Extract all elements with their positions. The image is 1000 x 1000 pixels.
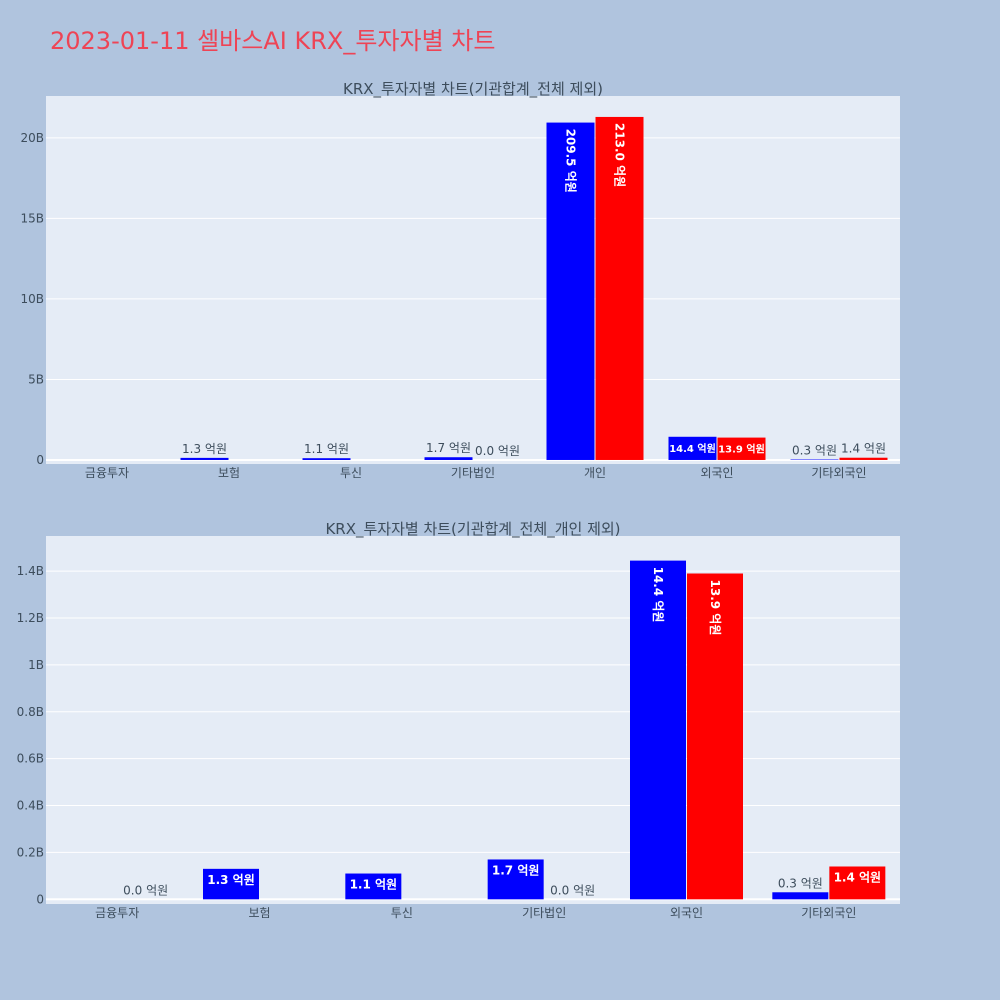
plot-area xyxy=(46,536,900,904)
data-label: 13.9 억원 xyxy=(718,443,765,456)
bar-a xyxy=(772,892,829,900)
bar-a xyxy=(668,436,717,460)
bar-a xyxy=(630,560,686,900)
x-tick-label: 금융투자 xyxy=(85,466,129,480)
y-tick-label: 10B xyxy=(20,292,44,306)
y-tick-label: 15B xyxy=(20,211,44,225)
chart-institutional-individual-excluded: KRX_투자자별 차트(기관합계_전체_개인 제외) 0 0.2B 0.4B 0.6B 0… xyxy=(17,520,900,920)
data-label: 213.0 억원 xyxy=(613,123,627,187)
x-tick-label: 기타외국인 xyxy=(801,906,856,920)
x-tick-label: 금융투자 xyxy=(95,906,139,920)
y-tick-label: 0.4B xyxy=(17,799,44,813)
x-tick-label: 외국인 xyxy=(670,906,703,920)
bar-b xyxy=(717,437,766,460)
y-tick-label: 0 xyxy=(36,892,44,906)
x-tick-label: 기타법인 xyxy=(522,906,566,920)
data-label: 1.7 억원 xyxy=(492,863,540,877)
x-tick-label: 외국인 xyxy=(700,466,733,480)
data-label: 1.1 억원 xyxy=(350,878,398,892)
x-tick-label: 기타외국인 xyxy=(811,466,866,480)
y-tick-label: 1B xyxy=(28,658,44,672)
data-label: 1.4 억원 xyxy=(834,870,882,884)
x-tick-label: 투신 xyxy=(391,906,413,920)
y-tick-label: 1.2B xyxy=(17,611,44,625)
y-tick-label: 5B xyxy=(28,372,44,386)
y-tick-label: 20B xyxy=(20,131,44,145)
bar-b xyxy=(687,573,743,900)
data-label: 1.7 억원 xyxy=(426,441,471,455)
x-tick-label: 개인 xyxy=(584,466,606,480)
figure-title: 2023-01-11 셀바스AI KRX_투자자별 차트 xyxy=(50,27,495,55)
data-label: 0.0 억원 xyxy=(475,444,520,458)
data-label: 1.3 억원 xyxy=(182,442,227,456)
data-label: 0.3 억원 xyxy=(778,876,823,890)
y-tick-label: 0.2B xyxy=(17,845,44,859)
y-tick-label: 0.8B xyxy=(17,705,44,719)
data-label: 14.4 억원 xyxy=(669,442,716,455)
data-label: 0.3 억원 xyxy=(792,443,837,457)
data-label: 1.4 억원 xyxy=(841,442,886,456)
bar-a xyxy=(345,873,402,900)
bar-a xyxy=(203,868,259,900)
x-tick-label: 기타법인 xyxy=(451,466,495,480)
bar-b xyxy=(829,866,886,900)
bar-a xyxy=(487,859,544,900)
bar-a xyxy=(180,457,229,460)
data-label: 1.1 억원 xyxy=(304,442,349,456)
x-tick-label: 투신 xyxy=(340,466,362,480)
y-tick-label: 0 xyxy=(36,453,44,467)
data-label: 0.0 억원 xyxy=(123,883,168,897)
data-label: 14.4 억원 xyxy=(651,567,665,623)
chart-title: KRX_투자자별 차트(기관합계_전체_개인 제외) xyxy=(325,520,620,539)
y-tick-label: 1.4B xyxy=(17,564,44,578)
data-label: 1.3 억원 xyxy=(207,873,255,887)
chart-institutional-excluded: KRX_투자자별 차트(기관합계_전체 제외) 0 5B 10B 15B 20B 금융투자 보… xyxy=(20,80,900,480)
bar-b xyxy=(839,457,888,460)
plot-area xyxy=(46,96,900,464)
bar-a xyxy=(302,458,351,460)
data-label: 209.5 억원 xyxy=(564,129,578,193)
y-tick-label: 0.6B xyxy=(17,752,44,766)
data-label: 0.0 억원 xyxy=(550,883,595,897)
chart-title: KRX_투자자별 차트(기관합계_전체 제외) xyxy=(343,80,603,99)
x-tick-label: 보험 xyxy=(218,466,240,480)
data-label: 13.9 억원 xyxy=(708,580,722,636)
bar-a xyxy=(546,122,595,460)
bar-b xyxy=(595,116,644,460)
bar-a xyxy=(424,457,473,460)
x-tick-label: 보험 xyxy=(248,906,270,920)
